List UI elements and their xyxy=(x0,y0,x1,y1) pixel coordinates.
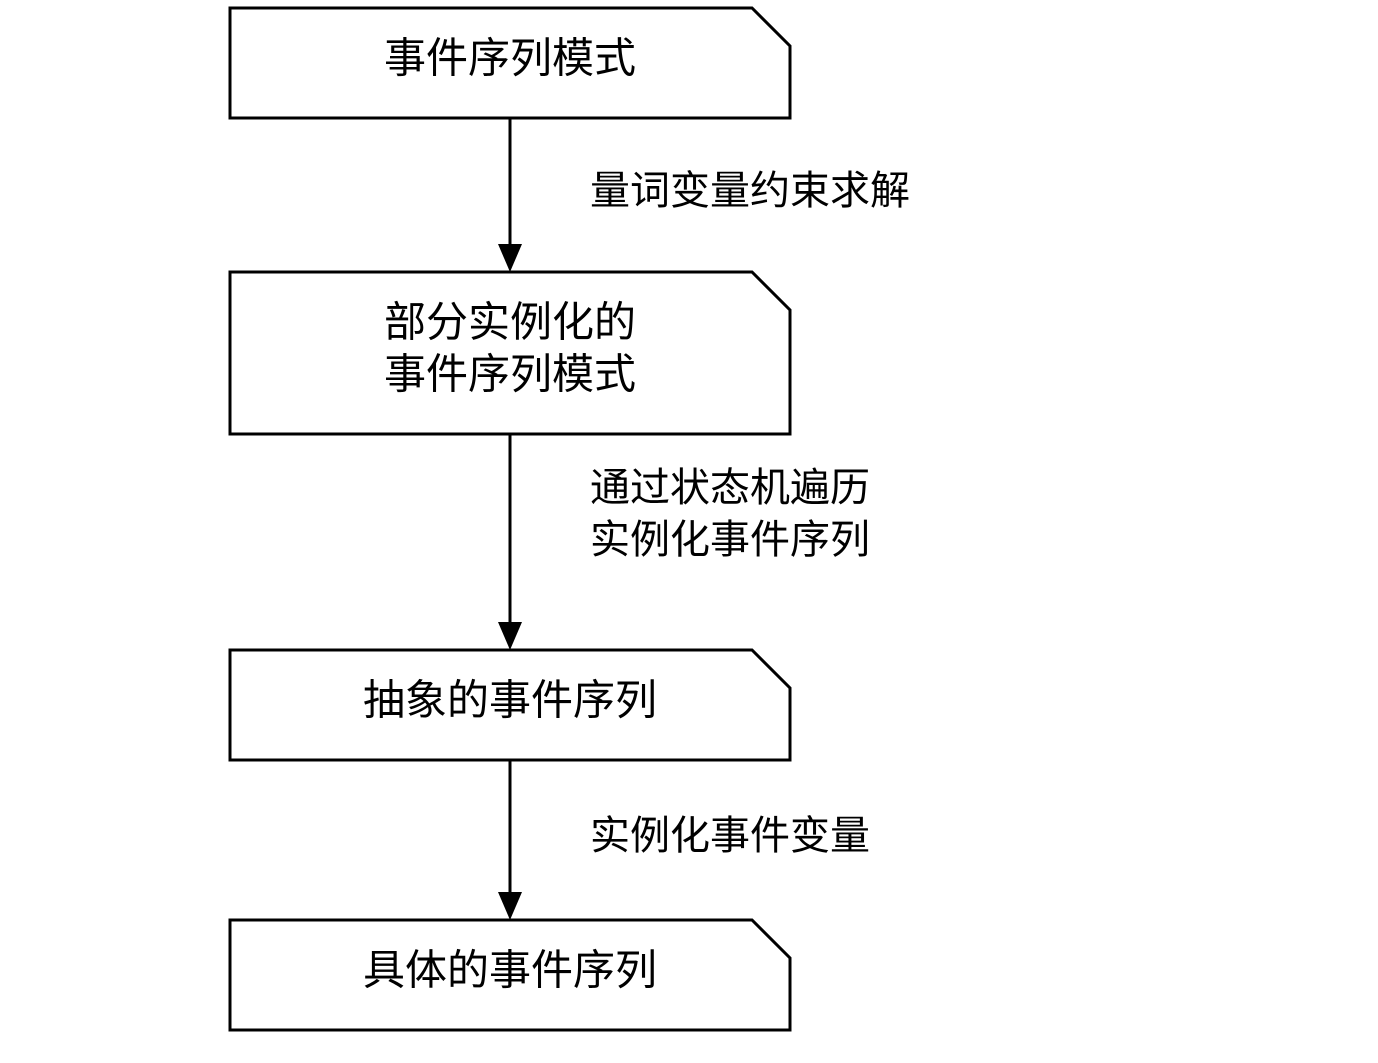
flow-edge-1-label: 量词变量约束求解 xyxy=(590,168,910,213)
flow-node-2-label: 事件序列模式 xyxy=(384,353,636,399)
flow-edge-1-arrowhead xyxy=(498,244,522,272)
flow-node-2-label: 部分实例化的 xyxy=(384,300,636,347)
flow-node-1-label: 事件序列模式 xyxy=(384,37,636,83)
flow-edge-3-arrowhead xyxy=(498,892,522,920)
flowchart-svg: 事件序列模式部分实例化的事件序列模式抽象的事件序列具体的事件序列 量词变量约束求解… xyxy=(0,0,1378,1063)
flow-node-3-label: 抽象的事件序列 xyxy=(363,679,657,725)
flow-edge-2-label: 通过状态机遍历 xyxy=(590,465,870,510)
flow-node-4-label: 具体的事件序列 xyxy=(363,949,657,995)
flow-edge-3-label: 实例化事件变量 xyxy=(590,813,870,858)
flow-edge-2-label: 实例化事件序列 xyxy=(590,517,870,562)
flow-edge-2-arrowhead xyxy=(498,622,522,650)
flowchart-container: 事件序列模式部分实例化的事件序列模式抽象的事件序列具体的事件序列 量词变量约束求解… xyxy=(0,0,1378,1063)
